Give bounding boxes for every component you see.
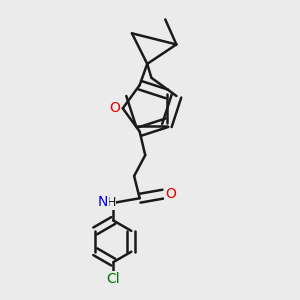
Text: O: O [165,187,176,201]
Text: Cl: Cl [106,272,120,286]
Text: H: H [106,196,116,209]
Text: N: N [98,195,108,209]
Text: O: O [110,101,120,115]
